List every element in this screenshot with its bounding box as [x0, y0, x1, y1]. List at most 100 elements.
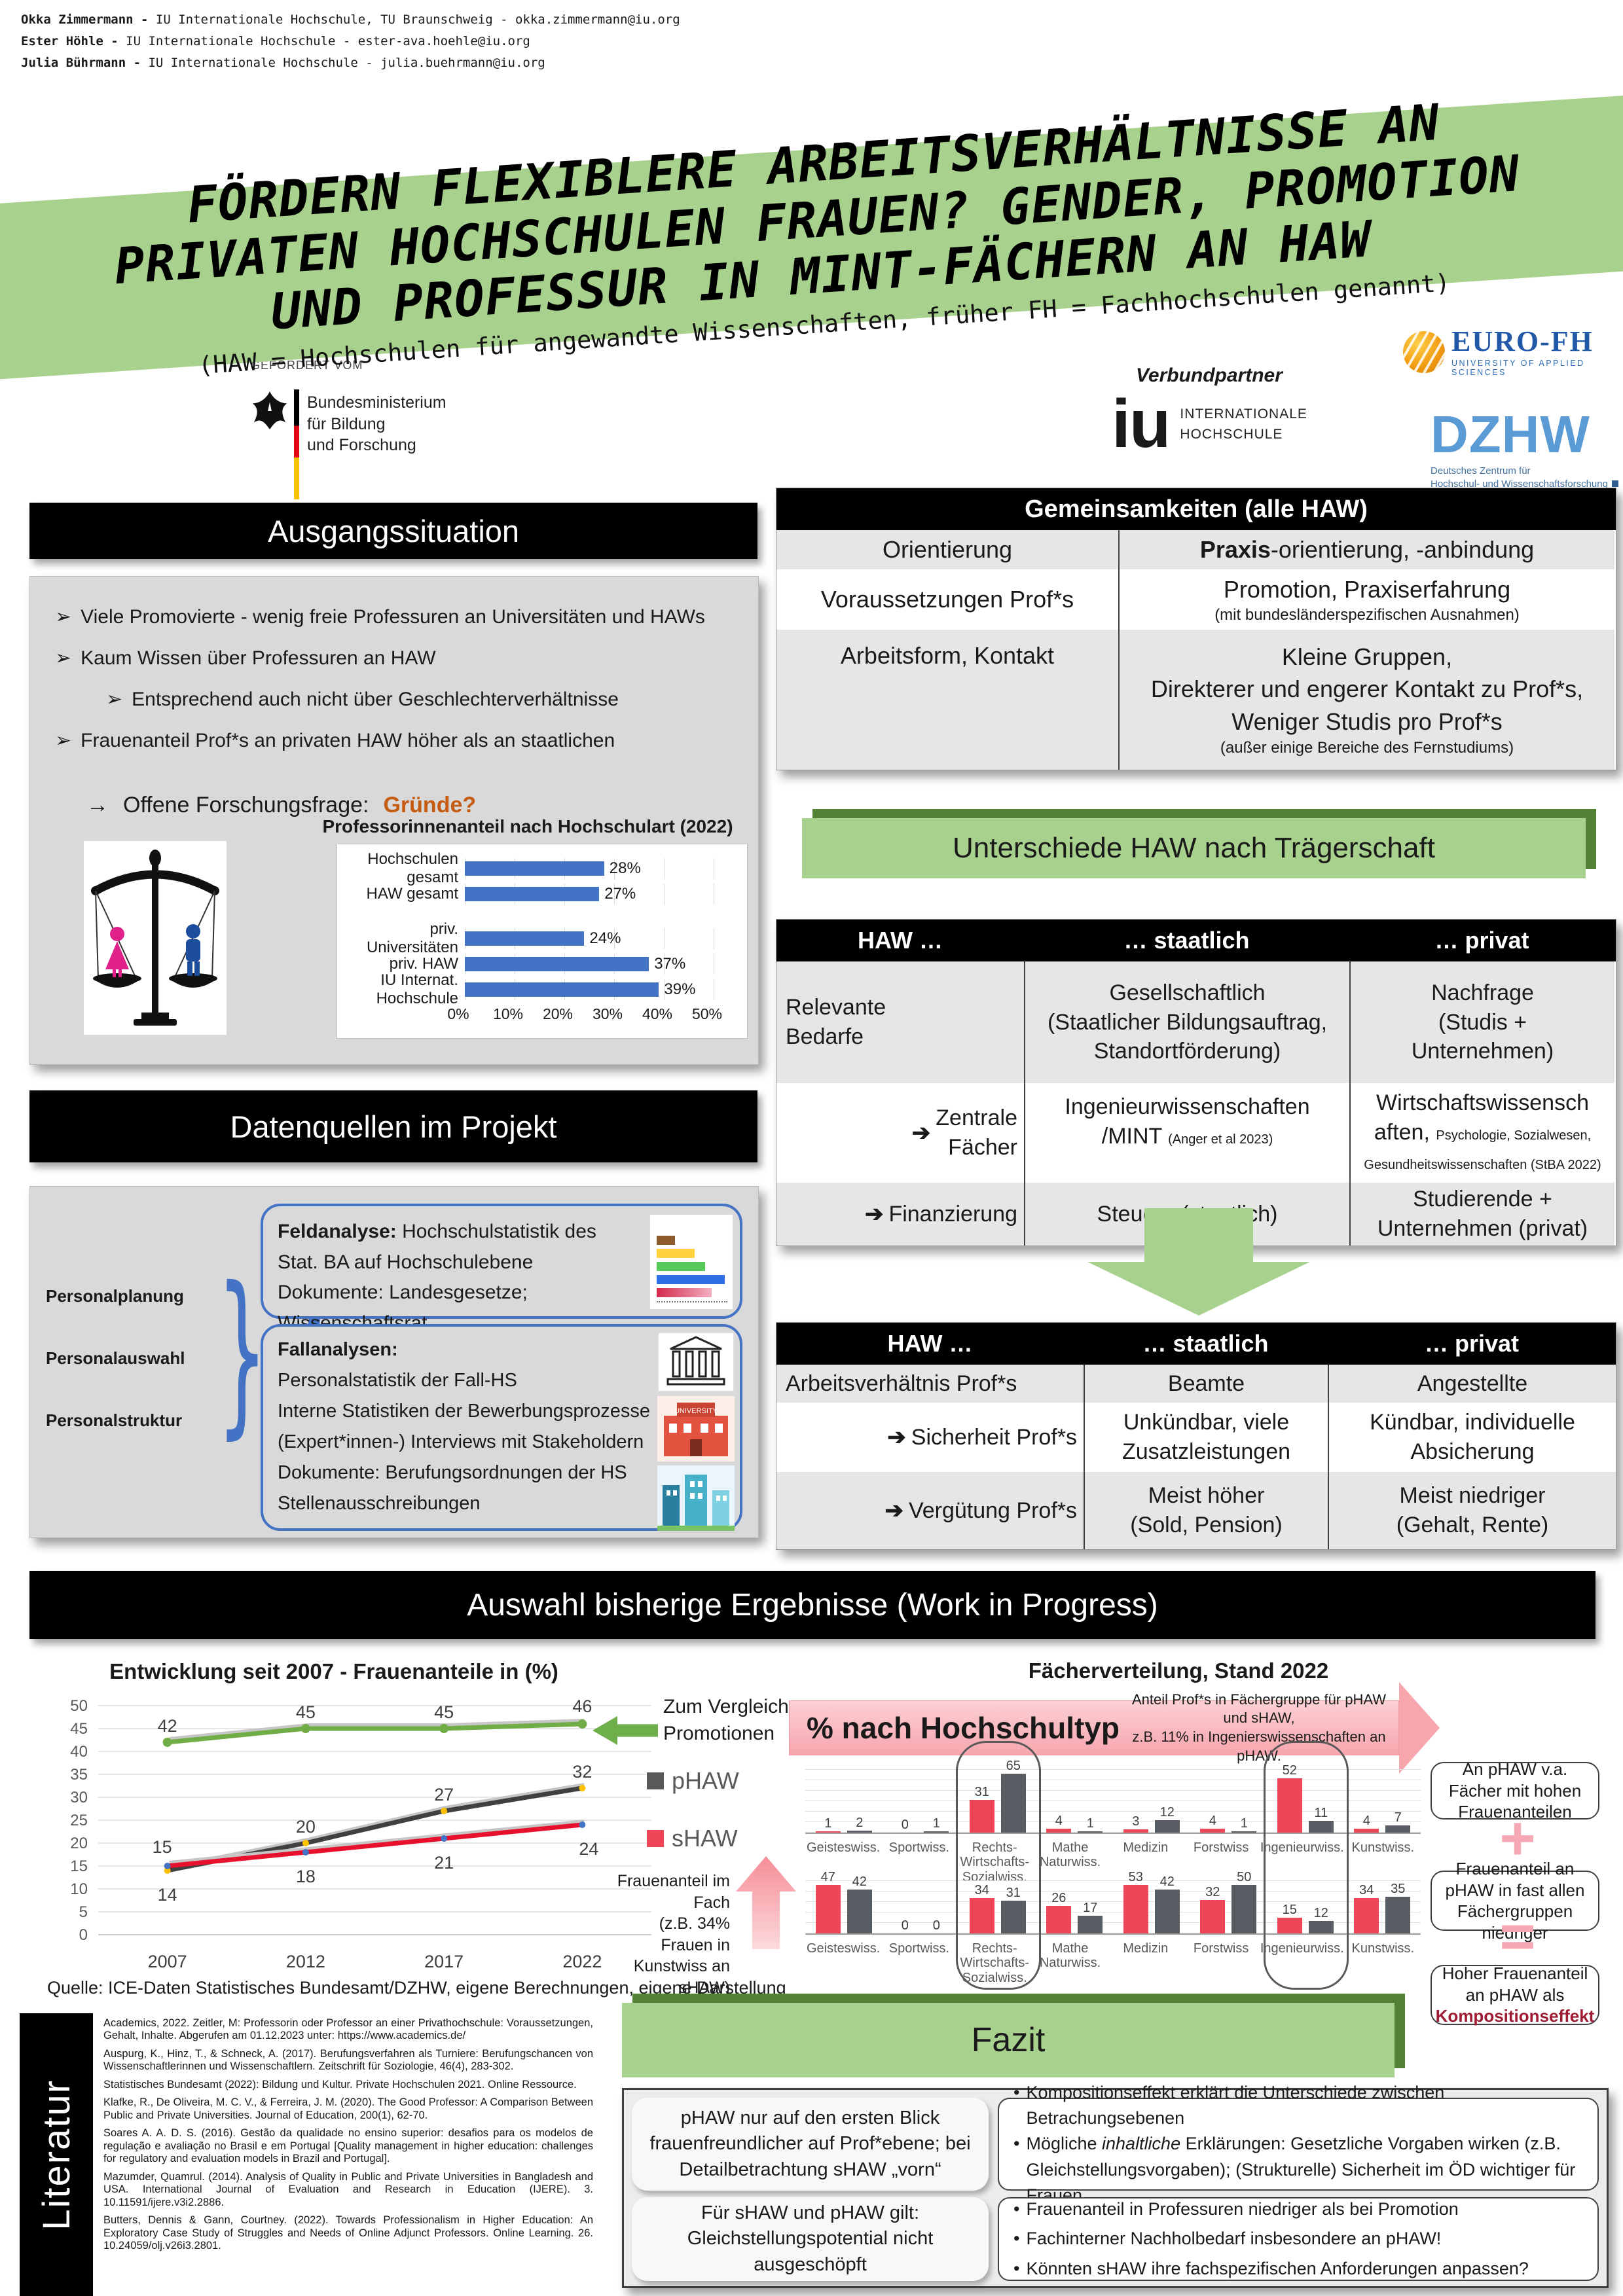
hochschultyp-banner: % nach Hochschultyp Anteil Prof*s in Fäc…: [789, 1691, 1399, 1764]
bar-pHAW: [1308, 1920, 1334, 1933]
personal-label: Personalstruktur: [46, 1410, 183, 1430]
legend-swatch-shaw: [647, 1830, 664, 1847]
barchart-frauenanteil: 47 42 0 0 34 31 26 17 53 42 32 50 15 12 34 35: [805, 1871, 1421, 1935]
svg-text:18: 18: [296, 1867, 316, 1886]
bullet-icon: ➢: [55, 647, 72, 669]
bar-group: 34 31: [959, 1871, 1036, 1933]
svg-text:2007: 2007: [148, 1952, 187, 1971]
bar-value: 1: [1240, 1816, 1248, 1831]
chart1-title: Professorinnenanteil nach Hochschulart (…: [322, 816, 733, 836]
bar-value: 1: [1086, 1816, 1094, 1831]
category-label: Ingenieurwiss.: [1260, 1941, 1344, 1956]
category-label: Mathe Naturwiss.: [1039, 1941, 1101, 1971]
table-cell: Kleine Gruppen, Direkterer und engerer K…: [1118, 630, 1614, 770]
svg-text:5: 5: [79, 1903, 88, 1921]
bar-value: 12: [1159, 1804, 1175, 1820]
bar-value: 34: [1359, 1882, 1374, 1897]
fallanalyse-line: Personalstatistik der Fall-HS: [278, 1369, 517, 1391]
arrow-icon: ➔: [887, 1424, 906, 1450]
table-cell: Orientierung: [776, 530, 1118, 569]
fazit-row: pHAW nur auf den ersten Blick frauenfreu…: [632, 2083, 1599, 2205]
category-label: Forstwiss: [1193, 1840, 1249, 1855]
table-cell: ➔ Sicherheit Prof*s: [776, 1403, 1084, 1472]
category-label: Sportwiss.: [888, 1840, 950, 1855]
bar-value: 47: [820, 1870, 835, 1884]
down-arrow-head: [1087, 1262, 1310, 1316]
svg-text:2022: 2022: [562, 1952, 602, 1971]
bullet-icon: ➢: [55, 730, 72, 751]
chart1-row: IU Internat. Hochschule 39%: [337, 971, 747, 1007]
linechart-legend: pHAW sHAW: [647, 1767, 739, 1852]
arrow-icon: ➔: [911, 1120, 931, 1145]
bar-value: 42: [852, 1874, 867, 1889]
brace-icon: }: [217, 1249, 268, 1455]
bar-group: 15 12: [1267, 1871, 1344, 1933]
author-line: Ester Höhle - IU Internationale Hochschu…: [21, 34, 530, 48]
bar-value: 12: [1313, 1905, 1328, 1920]
datenquellen-labels: Personalplanung Personalauswahl Personalst…: [46, 1286, 185, 1431]
table-cell: Beamte: [1084, 1365, 1328, 1403]
bar-value: 3: [1132, 1814, 1140, 1829]
bar-pHAW: [924, 1831, 949, 1833]
fallanalyse-line: Dokumente: Berufungsordnungen der HS: [278, 1462, 627, 1483]
pink-up-arrow-icon: [736, 1856, 796, 1949]
bar-value: 4: [1209, 1813, 1216, 1828]
svg-text:21: 21: [434, 1853, 454, 1873]
chart1-row: Hochschulen gesamt 28%: [337, 850, 747, 886]
bar-pHAW: [1385, 1897, 1411, 1933]
bar-pHAW: [847, 1889, 872, 1933]
svg-text:40: 40: [70, 1743, 88, 1761]
barchart-title: Fächerverteilung, Stand 2022: [1028, 1659, 1329, 1683]
callout-2: Frauenanteil an pHAW in fast allen Fäche…: [1431, 1859, 1599, 1943]
bar-sHAW: [1200, 1828, 1226, 1833]
bar-value: 26: [1051, 1891, 1067, 1906]
bullet-item: ➢ Entsprechend auch nicht über Geschlecht…: [106, 689, 619, 710]
mini-chart-icon: [649, 1214, 733, 1310]
fallanalyse-line: Stellenausschreibungen: [278, 1492, 481, 1514]
bar-value: 4: [1362, 1813, 1370, 1828]
bar-pHAW: [1078, 1831, 1103, 1833]
axis-tick: 50%: [691, 1005, 723, 1022]
bar-value: 11: [1314, 1806, 1328, 1821]
table-cell: Meist niedriger (Gehalt, Rente): [1328, 1472, 1616, 1549]
bar-value: 42: [1159, 1874, 1175, 1889]
eurofh-logo: EURO-FH UNIVERSITY OF APPLIED SCIENCES: [1403, 327, 1623, 377]
reference: Butters, Dennis & Gann, Courtney. (2022)…: [103, 2214, 593, 2252]
table-cell: Arbeitsverhältnis Prof*s: [776, 1365, 1084, 1403]
svg-text:50: 50: [70, 1697, 88, 1715]
fazit-statement: pHAW nur auf den ersten Blick frauenfreu…: [632, 2098, 989, 2191]
category-label: Forstwiss: [1193, 1941, 1249, 1956]
axis-tick: 20%: [542, 1005, 574, 1022]
barchart-frauenanteil-labels: Geisteswiss. Sportwiss. Rechts- Wirtschaft…: [805, 1937, 1421, 1985]
chart1-category: IU Internat. Hochschule: [376, 971, 458, 1007]
bar-pHAW: [1154, 1889, 1180, 1933]
down-arrow: [1144, 1208, 1253, 1263]
chart1-value: 39%: [664, 980, 696, 998]
bar-sHAW: [1354, 1828, 1379, 1833]
table-cell: Ingenieurwissenschaften /MINT (Anger et …: [1024, 1083, 1349, 1183]
bullet-icon: •: [1013, 2083, 1020, 2103]
bullet-icon: •: [1013, 2199, 1020, 2219]
table-cell: Gesellschaftlich (Staatlicher Bildungsau…: [1024, 961, 1349, 1083]
ausgangssituation-panel: ➢ Viele Promovierte - wenig freie Profess…: [29, 576, 759, 1065]
svg-text:14: 14: [158, 1885, 177, 1905]
bar-group: 3 12: [1113, 1759, 1190, 1833]
chart1-category: HAW gesamt: [366, 885, 458, 903]
fach-note: Frauenanteil im Fach (z.B. 34% Frauen in…: [617, 1872, 730, 1997]
table-cell: Unkündbar, viele Zusatzleistungen: [1084, 1403, 1328, 1472]
eurofh-globe-icon: [1403, 331, 1445, 373]
bar-value: 15: [1282, 1903, 1297, 1917]
personal-label: Personalauswahl: [46, 1348, 185, 1368]
table-cell: Angestellte: [1328, 1365, 1616, 1403]
bmbf-eagle-icon: [252, 391, 287, 429]
bar-sHAW: [969, 1897, 994, 1933]
fallanalysen-box: Fallanalysen: Personalstatistik der Fall…: [261, 1324, 742, 1531]
gemeinsamkeiten-table: Gemeinsamkeiten (alle HAW) Orientierung …: [776, 488, 1616, 770]
funding-block: GEFÖRDERT VOM Bundesministerium für Bild…: [251, 359, 447, 499]
category-label: Medizin: [1123, 1840, 1169, 1855]
eurofh-name: EURO-FH: [1451, 325, 1594, 357]
balance-scale-illustration: [84, 841, 227, 1035]
bar-value: 1: [932, 1816, 940, 1831]
svg-text:27: 27: [434, 1785, 454, 1804]
